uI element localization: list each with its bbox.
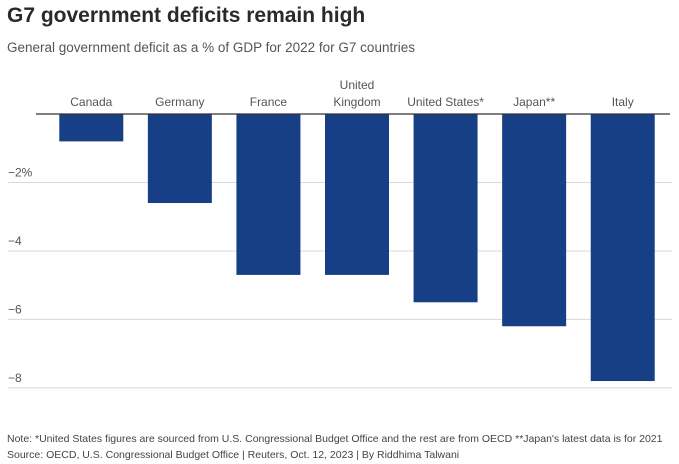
category-label: Germany (155, 95, 204, 109)
category-label: Kingdom (333, 95, 380, 109)
bar (413, 114, 478, 303)
category-label: United (340, 78, 375, 92)
chart-note: Note: *United States figures are sourced… (7, 433, 663, 445)
category-label: Japan** (513, 95, 555, 109)
category-label: Italy (612, 95, 634, 109)
y-tick-label: −8 (8, 371, 22, 385)
y-tick-label: −6 (8, 302, 22, 316)
chart-subtitle: General government deficit as a % of GDP… (7, 40, 415, 55)
y-tick-label: −4 (8, 234, 22, 248)
bar-chart: −2% −4 −6 −8 Canada Germany France United Kingdo… (8, 78, 672, 389)
bar (590, 114, 655, 382)
bar (59, 114, 124, 142)
y-tick-label: −2% (8, 165, 33, 179)
chart-source: Source: OECD, U.S. Congressional Budget … (7, 449, 460, 461)
bar (236, 114, 301, 275)
category-label: Canada (70, 95, 112, 109)
bar (147, 114, 212, 204)
bar (502, 114, 567, 327)
category-label: France (250, 95, 288, 109)
category-label: United States* (407, 95, 484, 109)
chart-title: G7 government deficits remain high (7, 4, 366, 27)
bar (325, 114, 389, 275)
